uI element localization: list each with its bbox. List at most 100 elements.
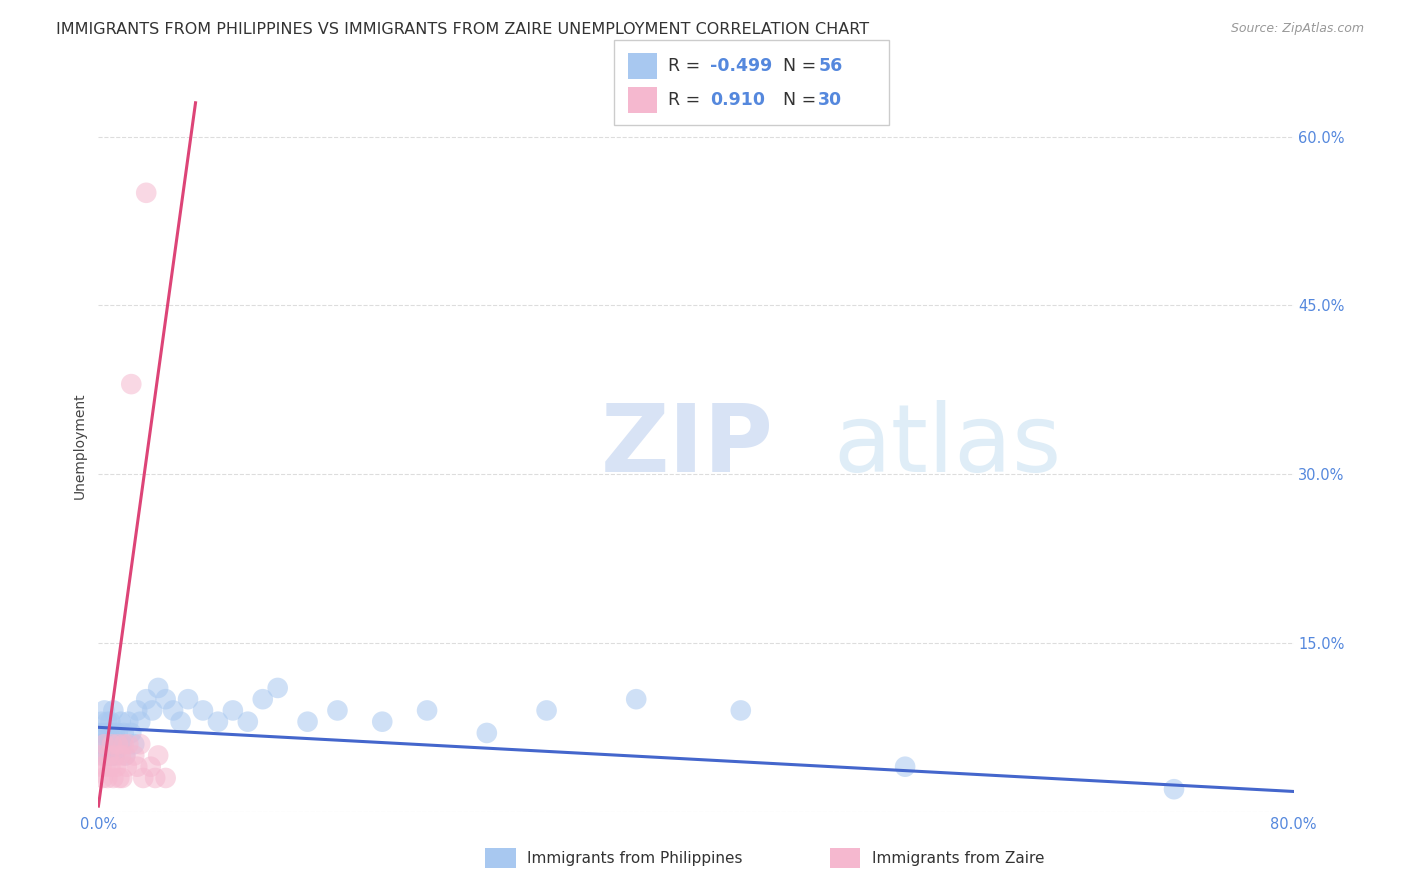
Text: N =: N = bbox=[783, 57, 823, 75]
Point bbox=[139, 760, 162, 774]
Point bbox=[155, 771, 177, 785]
Point bbox=[90, 760, 112, 774]
Point bbox=[94, 760, 117, 774]
Point bbox=[97, 748, 120, 763]
Text: Source: ZipAtlas.com: Source: ZipAtlas.com bbox=[1230, 22, 1364, 36]
Text: 0.910: 0.910 bbox=[710, 91, 765, 109]
Point bbox=[104, 748, 127, 763]
Text: N =: N = bbox=[783, 91, 823, 109]
Point bbox=[91, 726, 114, 740]
Text: atlas: atlas bbox=[834, 400, 1062, 492]
Point bbox=[91, 771, 114, 785]
Text: R =: R = bbox=[668, 57, 706, 75]
Point bbox=[96, 737, 118, 751]
Point bbox=[96, 714, 118, 729]
Point bbox=[91, 748, 114, 763]
Point bbox=[1163, 782, 1185, 797]
Point bbox=[114, 748, 136, 763]
Text: IMMIGRANTS FROM PHILIPPINES VS IMMIGRANTS FROM ZAIRE UNEMPLOYMENT CORRELATION CH: IMMIGRANTS FROM PHILIPPINES VS IMMIGRANT… bbox=[56, 22, 869, 37]
Point bbox=[297, 714, 319, 729]
Point bbox=[148, 748, 170, 763]
Point bbox=[143, 771, 166, 785]
Text: Immigrants from Philippines: Immigrants from Philippines bbox=[527, 851, 742, 865]
Point bbox=[475, 726, 498, 740]
Point bbox=[124, 748, 146, 763]
Text: Immigrants from Zaire: Immigrants from Zaire bbox=[872, 851, 1045, 865]
Point bbox=[117, 737, 139, 751]
Point bbox=[124, 737, 146, 751]
Point bbox=[222, 703, 245, 717]
Text: 56: 56 bbox=[818, 57, 842, 75]
Point bbox=[129, 714, 152, 729]
Point bbox=[120, 377, 142, 392]
Point bbox=[112, 737, 135, 751]
Text: 30: 30 bbox=[818, 91, 842, 109]
Point bbox=[536, 703, 558, 717]
Point bbox=[117, 714, 139, 729]
Point bbox=[96, 771, 118, 785]
Point bbox=[110, 748, 132, 763]
Point bbox=[103, 771, 125, 785]
Point bbox=[626, 692, 648, 706]
Point bbox=[132, 771, 155, 785]
Point bbox=[155, 692, 177, 706]
Point bbox=[108, 771, 131, 785]
Point bbox=[107, 726, 129, 740]
Point bbox=[169, 714, 191, 729]
Point bbox=[894, 760, 917, 774]
Point bbox=[103, 737, 125, 751]
Point bbox=[111, 771, 134, 785]
Point bbox=[93, 737, 115, 751]
Point bbox=[93, 737, 115, 751]
Point bbox=[177, 692, 200, 706]
Point bbox=[89, 748, 111, 763]
Point bbox=[104, 748, 127, 763]
Point bbox=[94, 726, 117, 740]
Point bbox=[129, 737, 152, 751]
Point bbox=[93, 703, 115, 717]
Point bbox=[104, 726, 127, 740]
Point bbox=[148, 681, 170, 695]
Text: -0.499: -0.499 bbox=[710, 57, 772, 75]
Point bbox=[94, 748, 117, 763]
Point bbox=[105, 760, 128, 774]
Point bbox=[112, 726, 135, 740]
Point bbox=[110, 714, 132, 729]
Point bbox=[105, 737, 128, 751]
Point bbox=[97, 726, 120, 740]
Point bbox=[326, 703, 349, 717]
Point bbox=[115, 760, 138, 774]
Point bbox=[101, 726, 124, 740]
Y-axis label: Unemployment: Unemployment bbox=[73, 392, 87, 500]
Point bbox=[107, 737, 129, 751]
Point bbox=[120, 726, 142, 740]
Point bbox=[90, 737, 112, 751]
Point bbox=[162, 703, 184, 717]
Point bbox=[98, 760, 122, 774]
Point bbox=[371, 714, 394, 729]
Point bbox=[207, 714, 229, 729]
Point bbox=[98, 714, 122, 729]
Point bbox=[90, 714, 112, 729]
Point bbox=[191, 703, 214, 717]
Point bbox=[730, 703, 752, 717]
Point bbox=[101, 737, 124, 751]
Point bbox=[114, 748, 136, 763]
Point bbox=[89, 726, 111, 740]
Text: R =: R = bbox=[668, 91, 711, 109]
Text: ZIP: ZIP bbox=[600, 400, 773, 492]
Point bbox=[135, 692, 157, 706]
Point bbox=[98, 737, 122, 751]
Point bbox=[103, 703, 125, 717]
Point bbox=[127, 703, 149, 717]
Point bbox=[141, 703, 163, 717]
Point bbox=[97, 748, 120, 763]
Point bbox=[111, 737, 134, 751]
Point bbox=[101, 748, 124, 763]
Point bbox=[135, 186, 157, 200]
Point bbox=[108, 737, 131, 751]
Point bbox=[127, 760, 149, 774]
Point bbox=[416, 703, 439, 717]
Point bbox=[267, 681, 290, 695]
Point bbox=[236, 714, 259, 729]
